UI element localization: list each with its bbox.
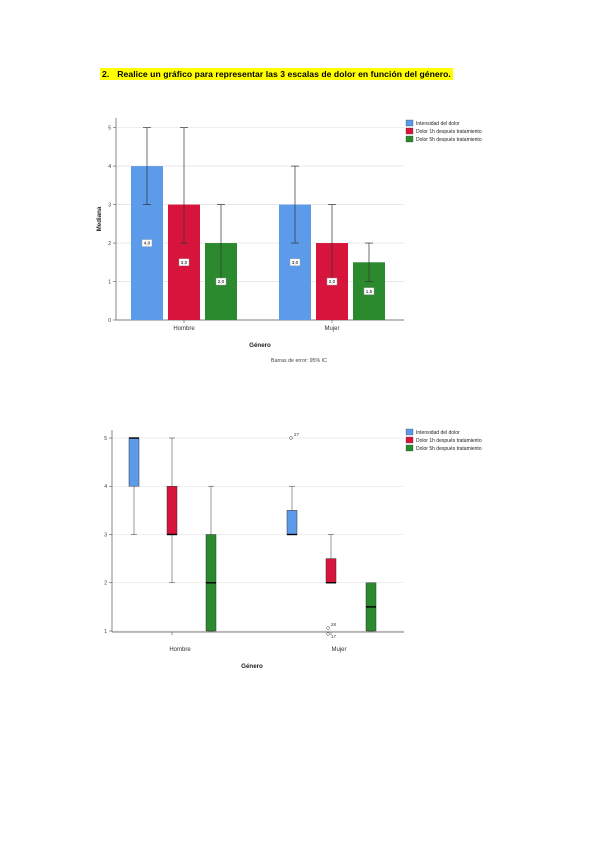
legend-label: Intensidad del dolor	[416, 121, 460, 127]
data-label-box	[363, 287, 375, 295]
outlier-marker	[289, 436, 293, 440]
y-tick-label: 2	[108, 241, 111, 247]
legend-swatch	[405, 119, 414, 127]
y-tick-label: 5	[104, 436, 107, 442]
y-tick-label: 3	[104, 532, 107, 538]
data-label: 2,0	[218, 279, 225, 284]
data-label: 3,0	[292, 260, 299, 265]
data-label: 3,0	[181, 260, 188, 265]
y-tick-label: 1	[104, 629, 107, 635]
x-axis-title: Género	[249, 342, 271, 349]
data-label: 2,0	[329, 279, 336, 284]
y-tick-label: 4	[108, 164, 111, 170]
y-tick-label: 4	[104, 484, 107, 490]
legend-swatch	[405, 436, 414, 444]
data-label-box	[178, 258, 190, 266]
y-tick-label: 0	[108, 318, 111, 324]
legend-swatch	[405, 127, 414, 135]
y-tick-label: 5	[108, 125, 111, 131]
x-tick-label: Mujer	[324, 326, 339, 332]
legend-label: Dolor 5h después tratamiento	[416, 137, 482, 143]
box	[166, 486, 178, 535]
question-text: Realice un gráfico para representar las …	[117, 69, 451, 79]
question-number: 2.	[102, 69, 110, 79]
y-tick-label: 1	[108, 279, 111, 285]
outlier-marker	[326, 632, 330, 636]
legend-label: Dolor 5h después tratamiento	[416, 446, 482, 452]
outlier-label: 27	[294, 432, 299, 437]
legend-label: Intensidad del dolor	[416, 430, 460, 436]
x-tick-label: Mujer	[331, 647, 346, 653]
question-heading: 2. Realice un gráfico para representar la…	[100, 68, 453, 80]
legend-label: Dolor 1h después tratamiento	[416, 438, 482, 444]
y-tick-label: 3	[108, 202, 111, 208]
box	[128, 437, 140, 487]
data-label-box	[326, 277, 338, 286]
legend-swatch	[405, 428, 414, 436]
y-tick-label: 2	[104, 581, 107, 587]
data-label-box	[289, 258, 301, 266]
outlier-marker	[326, 626, 330, 630]
x-tick-label: Hombre	[173, 326, 195, 332]
legend-swatch	[405, 135, 414, 143]
y-axis-title: Mediana	[96, 206, 103, 231]
data-label: 4,0	[144, 241, 151, 246]
legend-label: Dolor 1h después tratamiento	[416, 129, 482, 135]
data-label: 1,5	[366, 289, 373, 294]
outlier-label: 17	[331, 634, 336, 639]
data-label-box	[141, 239, 153, 247]
x-tick-label: Hombre	[169, 647, 191, 653]
legend-swatch	[405, 444, 414, 452]
outlier-label: 28	[331, 622, 336, 627]
x-axis-title: Género	[241, 663, 263, 670]
data-label-box	[215, 277, 227, 286]
chart-footnote: Barras de error: 95% IC	[271, 358, 327, 364]
box	[286, 510, 298, 535]
box	[325, 558, 337, 583]
